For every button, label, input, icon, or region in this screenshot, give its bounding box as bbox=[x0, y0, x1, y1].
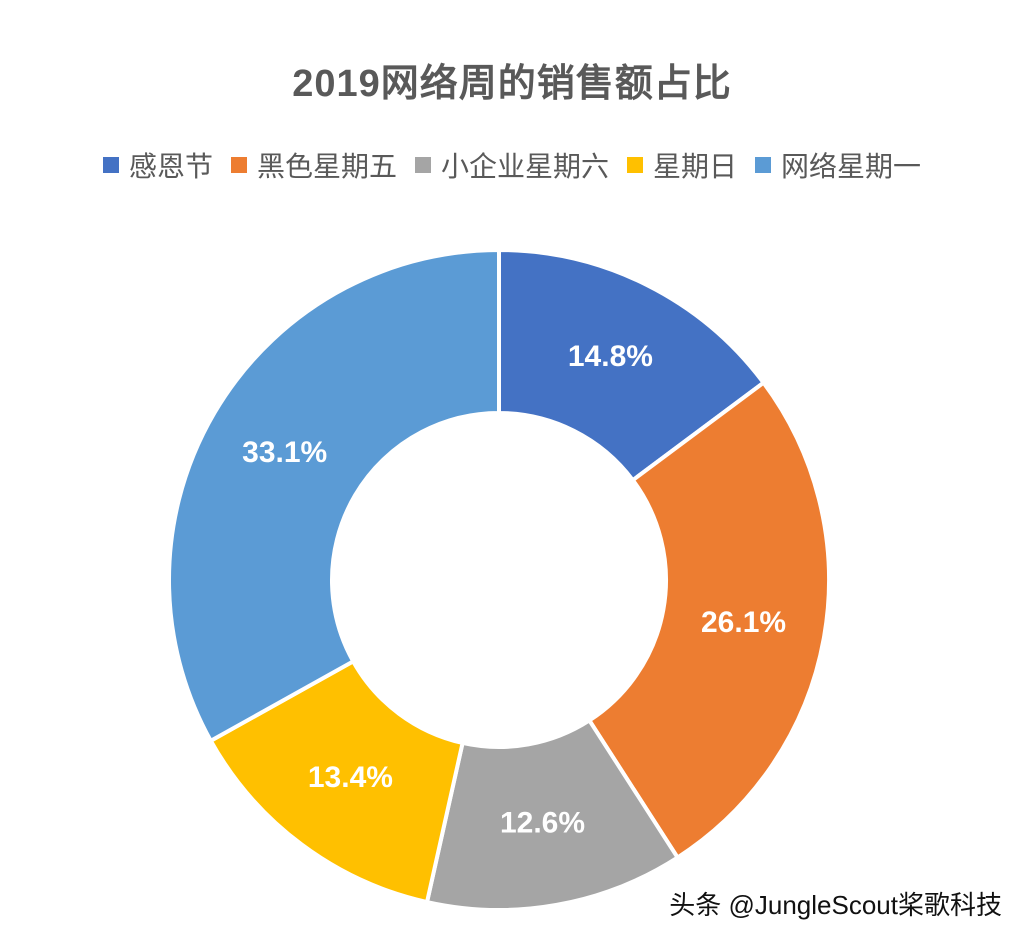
legend-item-black-friday: 黑色星期五 bbox=[230, 145, 397, 185]
donut-slice-cyber-monday bbox=[167, 247, 501, 744]
legend-swatch-sunday bbox=[627, 157, 643, 173]
data-label-cyber-monday: 33.1% bbox=[242, 436, 327, 469]
donut-slice-black-friday bbox=[586, 379, 831, 861]
data-label-sunday: 13.4% bbox=[308, 761, 393, 794]
legend-swatch-cyber-monday bbox=[755, 157, 772, 173]
legend-swatch-small-business-saturday bbox=[414, 157, 431, 173]
legend-label-thanksgiving: 感恩节 bbox=[128, 151, 213, 182]
data-label-black-friday: 26.1% bbox=[701, 606, 786, 639]
donut-slice-small-business-saturday bbox=[424, 717, 681, 912]
data-label-small-business-saturday: 12.6% bbox=[500, 807, 585, 840]
donut-slice-sunday bbox=[208, 658, 465, 905]
legend-label-cyber-monday: 网络星期一 bbox=[781, 151, 922, 182]
legend-item-small-business-saturday: 小企业星期六 bbox=[414, 145, 609, 185]
legend-item-thanksgiving: 感恩节 bbox=[102, 145, 213, 185]
donut-slice-thanksgiving bbox=[497, 247, 767, 483]
watermark: 头条 @JungleScout桨歌科技 bbox=[669, 890, 1002, 920]
legend-label-black-friday: 黑色星期五 bbox=[256, 151, 397, 182]
chart-title: 2019网络周的销售额占比 bbox=[292, 63, 732, 105]
legend-label-small-business-saturday: 小企业星期六 bbox=[440, 151, 609, 182]
data-label-thanksgiving: 14.8% bbox=[568, 340, 653, 373]
legend-label-sunday: 星期日 bbox=[653, 151, 738, 182]
legend-swatch-thanksgiving bbox=[102, 157, 119, 173]
chart-legend: 感恩节 黑色星期五 小企业星期六 星期日 网络星期一 bbox=[0, 145, 1024, 185]
legend-swatch-black-friday bbox=[230, 157, 247, 173]
legend-item-cyber-monday: 网络星期一 bbox=[755, 145, 921, 185]
legend-item-sunday: 星期日 bbox=[627, 145, 737, 185]
